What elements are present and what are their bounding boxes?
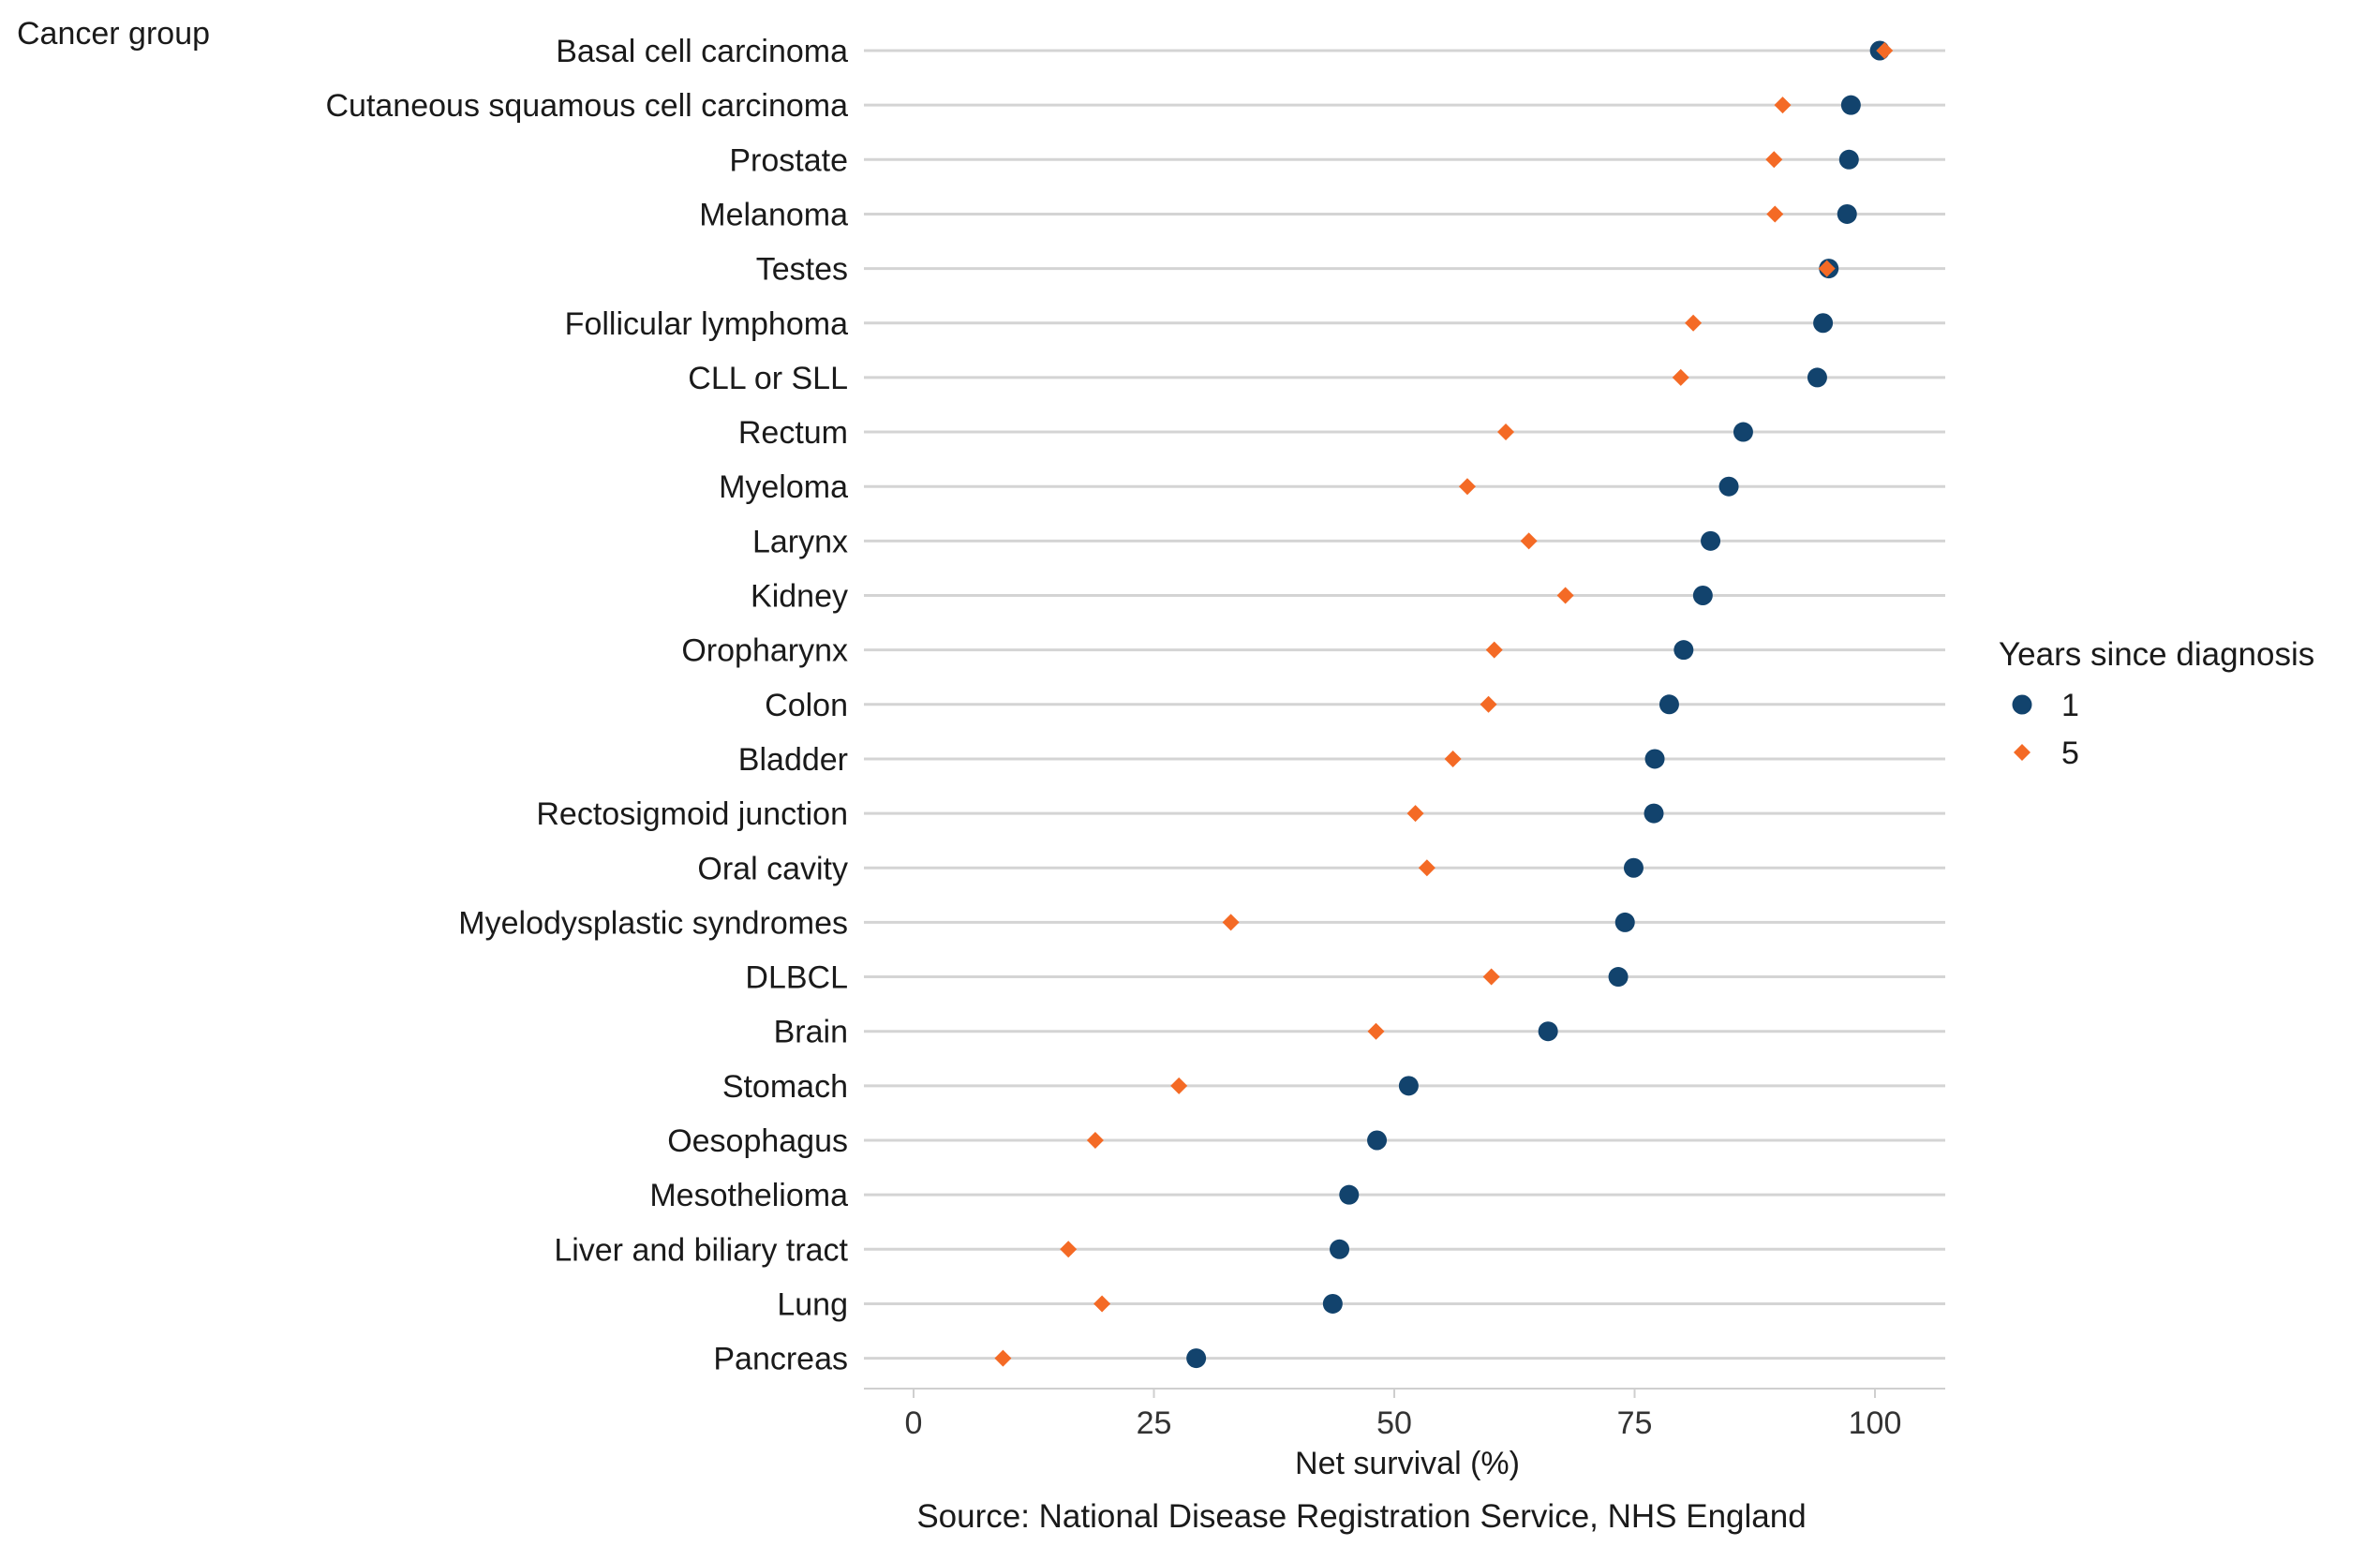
- point-5-year: [994, 1349, 1012, 1367]
- data-marks: [994, 40, 1894, 1369]
- category-label: Brain: [774, 1015, 848, 1050]
- category-label: Oropharynx: [681, 633, 848, 669]
- point-1-year: [1659, 694, 1679, 715]
- point-1-year: [1837, 203, 1857, 224]
- point-1-year: [1807, 367, 1827, 388]
- point-1-year: [1644, 749, 1665, 769]
- category-label: Melanoma: [699, 197, 848, 232]
- category-label: Myelodysplastic syndromes: [458, 905, 848, 941]
- legend-marker-1: [2012, 694, 2032, 715]
- legend-title: Years since diagnosis: [1999, 636, 2314, 673]
- x-tick-label: 50: [1376, 1405, 1412, 1441]
- point-5-year: [1367, 1022, 1385, 1040]
- category-label: Follicular lymphoma: [565, 306, 848, 342]
- point-5-year: [1876, 42, 1894, 59]
- point-5-year: [1444, 750, 1462, 767]
- category-label: Myeloma: [719, 469, 848, 505]
- point-1-year: [1718, 476, 1739, 497]
- x-axis: 0 25 50 75 100: [864, 1388, 1945, 1441]
- point-5-year: [1418, 859, 1435, 877]
- category-label: Prostate: [729, 142, 848, 178]
- category-label: Lung: [777, 1286, 848, 1322]
- category-label: Basal cell carcinoma: [556, 34, 848, 69]
- category-label: DLBCL: [745, 960, 848, 996]
- point-1-year: [1330, 1239, 1350, 1259]
- point-5-year: [1093, 1295, 1111, 1313]
- point-1-year: [1813, 313, 1834, 334]
- point-5-year: [1060, 1241, 1078, 1258]
- point-5-year: [1480, 695, 1497, 713]
- point-1-year: [1398, 1076, 1419, 1096]
- x-tick-label: 0: [905, 1405, 923, 1441]
- category-label: CLL or SLL: [688, 361, 848, 396]
- point-1-year: [1614, 912, 1635, 932]
- x-tick-label: 25: [1137, 1405, 1172, 1441]
- category-label: Rectosigmoid junction: [536, 796, 848, 832]
- legend-marker-5: [2014, 744, 2030, 761]
- point-5-year: [1672, 368, 1689, 386]
- category-label: Testes: [756, 252, 848, 288]
- category-label: Oesophagus: [667, 1123, 848, 1159]
- point-1-year: [1840, 95, 1861, 115]
- point-1-year: [1538, 1021, 1558, 1042]
- legend: Years since diagnosis 1 5: [1999, 636, 2314, 771]
- source-note: Source: National Disease Registration Se…: [916, 1498, 1806, 1535]
- point-5-year: [1818, 260, 1836, 277]
- category-label: Colon: [765, 688, 848, 723]
- point-5-year: [1497, 424, 1515, 441]
- point-5-year: [1406, 805, 1424, 823]
- category-label: Mesothelioma: [649, 1178, 848, 1213]
- point-1-year: [1733, 422, 1753, 442]
- point-5-year: [1170, 1077, 1188, 1094]
- point-5-year: [1482, 968, 1500, 986]
- point-5-year: [1222, 914, 1240, 931]
- point-1-year: [1692, 586, 1713, 605]
- gridlines: [864, 49, 1945, 1360]
- category-label: Pancreas: [713, 1342, 848, 1377]
- point-5-year: [1458, 478, 1476, 496]
- category-label: Rectum: [738, 415, 848, 451]
- point-5-year: [1485, 641, 1503, 659]
- point-5-year: [1520, 532, 1538, 550]
- point-1-year: [1623, 857, 1644, 878]
- legend-label: 1: [2061, 688, 2079, 723]
- point-1-year: [1673, 640, 1694, 661]
- point-1-year: [1322, 1293, 1343, 1314]
- legend-label: 5: [2061, 736, 2079, 771]
- point-1-year: [1339, 1184, 1360, 1205]
- point-1-year: [1701, 530, 1721, 551]
- category-label: Cutaneous squamous cell carcinoma: [325, 88, 848, 124]
- x-tick-label: 100: [1849, 1405, 1902, 1441]
- point-5-year: [1766, 205, 1784, 223]
- x-axis-title: Net survival (%): [1295, 1446, 1520, 1481]
- point-1-year: [1838, 149, 1859, 170]
- point-5-year: [1086, 1132, 1104, 1149]
- category-labels: Basal cell carcinoma Cutaneous squamous c…: [325, 34, 848, 1377]
- point-1-year: [1367, 1130, 1388, 1151]
- point-1-year: [1186, 1348, 1207, 1369]
- category-label: Kidney: [751, 579, 848, 615]
- y-axis-title: Cancer group: [17, 16, 210, 52]
- category-label: Oral cavity: [697, 851, 848, 886]
- category-label: Stomach: [722, 1069, 848, 1105]
- point-5-year: [1765, 151, 1783, 169]
- point-5-year: [1774, 97, 1792, 114]
- point-5-year: [1556, 587, 1574, 604]
- point-1-year: [1608, 967, 1629, 988]
- point-5-year: [1685, 314, 1703, 332]
- category-label: Larynx: [752, 524, 848, 559]
- category-label: Liver and biliary tract: [554, 1232, 848, 1268]
- point-1-year: [1644, 803, 1664, 824]
- x-tick-label: 75: [1617, 1405, 1653, 1441]
- category-label: Bladder: [738, 742, 848, 778]
